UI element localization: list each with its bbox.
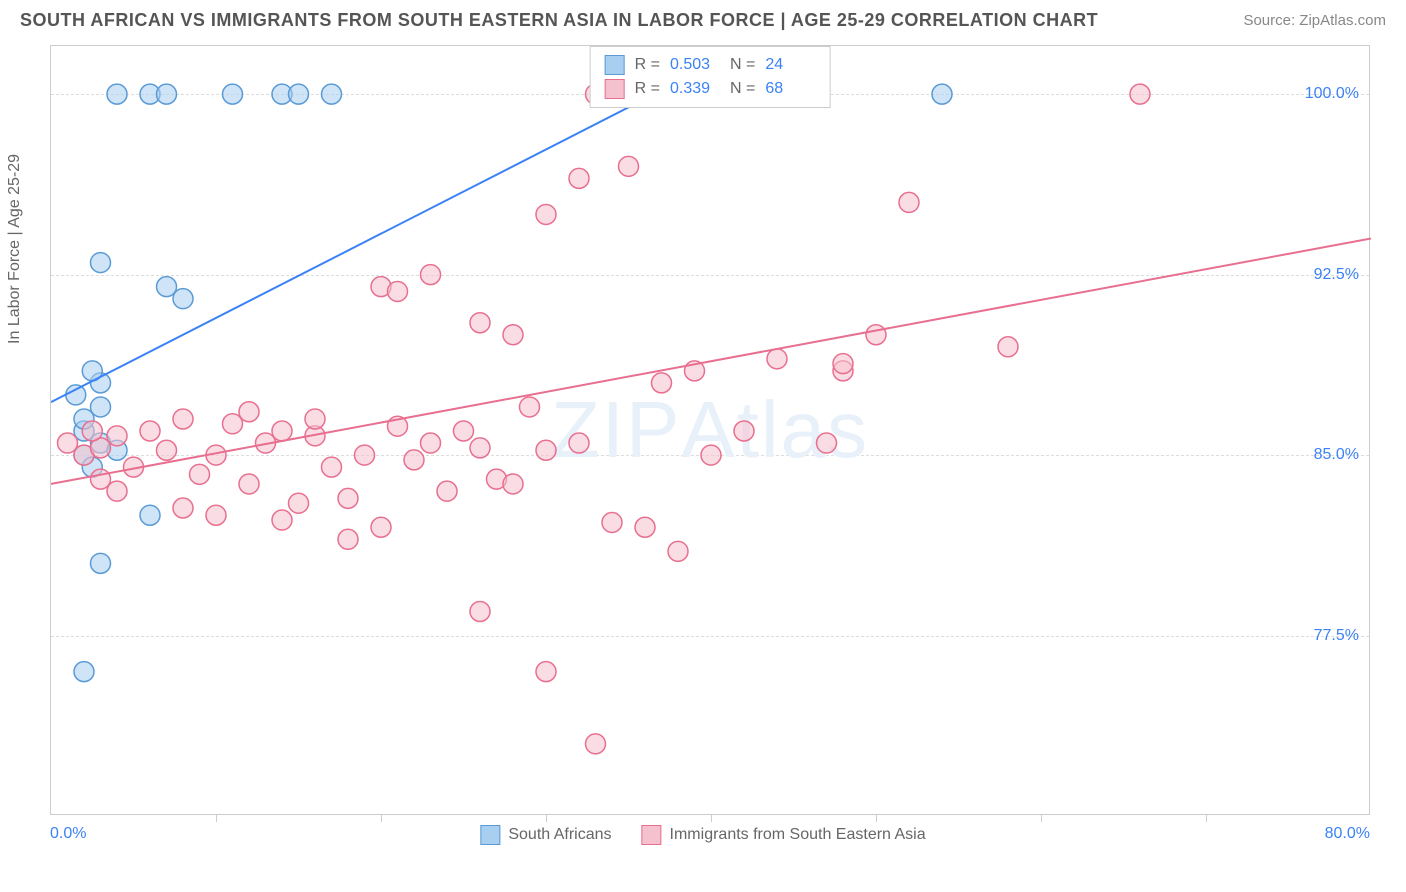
data-point bbox=[140, 421, 160, 441]
data-point bbox=[734, 421, 754, 441]
data-point bbox=[536, 662, 556, 682]
data-point bbox=[569, 168, 589, 188]
data-point bbox=[817, 433, 837, 453]
data-point bbox=[421, 433, 441, 453]
data-point bbox=[470, 438, 490, 458]
data-point bbox=[503, 325, 523, 345]
correlation-legend-row: R = 0.503 N = 24 bbox=[605, 53, 816, 77]
chart-title: SOUTH AFRICAN VS IMMIGRANTS FROM SOUTH E… bbox=[20, 10, 1098, 31]
data-point bbox=[470, 313, 490, 333]
data-point bbox=[289, 493, 309, 513]
data-point bbox=[322, 457, 342, 477]
data-point bbox=[833, 354, 853, 374]
data-point bbox=[602, 512, 622, 532]
chart-header: SOUTH AFRICAN VS IMMIGRANTS FROM SOUTH E… bbox=[0, 0, 1406, 36]
data-point bbox=[74, 662, 94, 682]
data-point bbox=[371, 517, 391, 537]
n-label: N = bbox=[730, 56, 755, 74]
data-point bbox=[82, 421, 102, 441]
data-point bbox=[701, 445, 721, 465]
correlation-legend-row: R = 0.339 N = 68 bbox=[605, 77, 816, 101]
y-axis-title: In Labor Force | Age 25-29 bbox=[6, 154, 24, 344]
data-point bbox=[454, 421, 474, 441]
r-label: R = bbox=[635, 80, 660, 98]
data-point bbox=[437, 481, 457, 501]
data-point bbox=[289, 84, 309, 104]
chart-source: Source: ZipAtlas.com bbox=[1243, 12, 1386, 29]
legend-swatch bbox=[605, 79, 625, 99]
data-point bbox=[91, 469, 111, 489]
data-point bbox=[91, 397, 111, 417]
series-legend-item: South Africans bbox=[480, 825, 611, 845]
data-point bbox=[536, 440, 556, 460]
data-point bbox=[107, 426, 127, 446]
data-point bbox=[338, 488, 358, 508]
data-point bbox=[1130, 84, 1150, 104]
data-point bbox=[66, 385, 86, 405]
correlation-legend: R = 0.503 N = 24 R = 0.339 N = 68 bbox=[590, 46, 831, 108]
data-point bbox=[866, 325, 886, 345]
n-value: 68 bbox=[765, 80, 815, 98]
series-legend-label: Immigrants from South Eastern Asia bbox=[670, 826, 926, 844]
data-point bbox=[223, 84, 243, 104]
x-max-label: 80.0% bbox=[1325, 825, 1370, 843]
data-point bbox=[470, 601, 490, 621]
data-point bbox=[767, 349, 787, 369]
n-label: N = bbox=[730, 80, 755, 98]
data-point bbox=[173, 289, 193, 309]
data-point bbox=[619, 156, 639, 176]
data-point bbox=[173, 409, 193, 429]
data-point bbox=[91, 253, 111, 273]
data-point bbox=[140, 505, 160, 525]
data-point bbox=[322, 84, 342, 104]
data-point bbox=[503, 474, 523, 494]
data-point bbox=[239, 474, 259, 494]
series-legend: South Africans Immigrants from South East… bbox=[480, 825, 925, 845]
data-point bbox=[58, 433, 78, 453]
data-point bbox=[91, 553, 111, 573]
trend-line bbox=[51, 82, 678, 402]
data-point bbox=[899, 192, 919, 212]
x-min-label: 0.0% bbox=[50, 825, 86, 843]
series-legend-label: South Africans bbox=[508, 826, 611, 844]
r-value: 0.339 bbox=[670, 80, 720, 98]
data-point bbox=[338, 529, 358, 549]
legend-swatch bbox=[480, 825, 500, 845]
data-point bbox=[421, 265, 441, 285]
data-point bbox=[305, 409, 325, 429]
data-point bbox=[635, 517, 655, 537]
data-point bbox=[272, 510, 292, 530]
data-point bbox=[355, 445, 375, 465]
data-point bbox=[157, 277, 177, 297]
n-value: 24 bbox=[765, 56, 815, 74]
data-point bbox=[190, 464, 210, 484]
data-point bbox=[586, 734, 606, 754]
data-point bbox=[536, 204, 556, 224]
r-value: 0.503 bbox=[670, 56, 720, 74]
data-point bbox=[206, 505, 226, 525]
data-point bbox=[107, 481, 127, 501]
data-point bbox=[404, 450, 424, 470]
data-point bbox=[932, 84, 952, 104]
data-point bbox=[272, 421, 292, 441]
data-point bbox=[239, 402, 259, 422]
data-point bbox=[998, 337, 1018, 357]
data-point bbox=[652, 373, 672, 393]
data-point bbox=[157, 440, 177, 460]
data-point bbox=[388, 281, 408, 301]
legend-swatch bbox=[605, 55, 625, 75]
legend-swatch bbox=[642, 825, 662, 845]
r-label: R = bbox=[635, 56, 660, 74]
series-legend-item: Immigrants from South Eastern Asia bbox=[642, 825, 926, 845]
data-point bbox=[173, 498, 193, 518]
scatter-svg bbox=[51, 46, 1371, 816]
data-point bbox=[569, 433, 589, 453]
chart-plot-area: ZIPAtlas 77.5%85.0%92.5%100.0% R =0.503N… bbox=[50, 45, 1370, 815]
data-point bbox=[520, 397, 540, 417]
data-point bbox=[157, 84, 177, 104]
data-point bbox=[223, 414, 243, 434]
data-point bbox=[668, 541, 688, 561]
data-point bbox=[107, 84, 127, 104]
